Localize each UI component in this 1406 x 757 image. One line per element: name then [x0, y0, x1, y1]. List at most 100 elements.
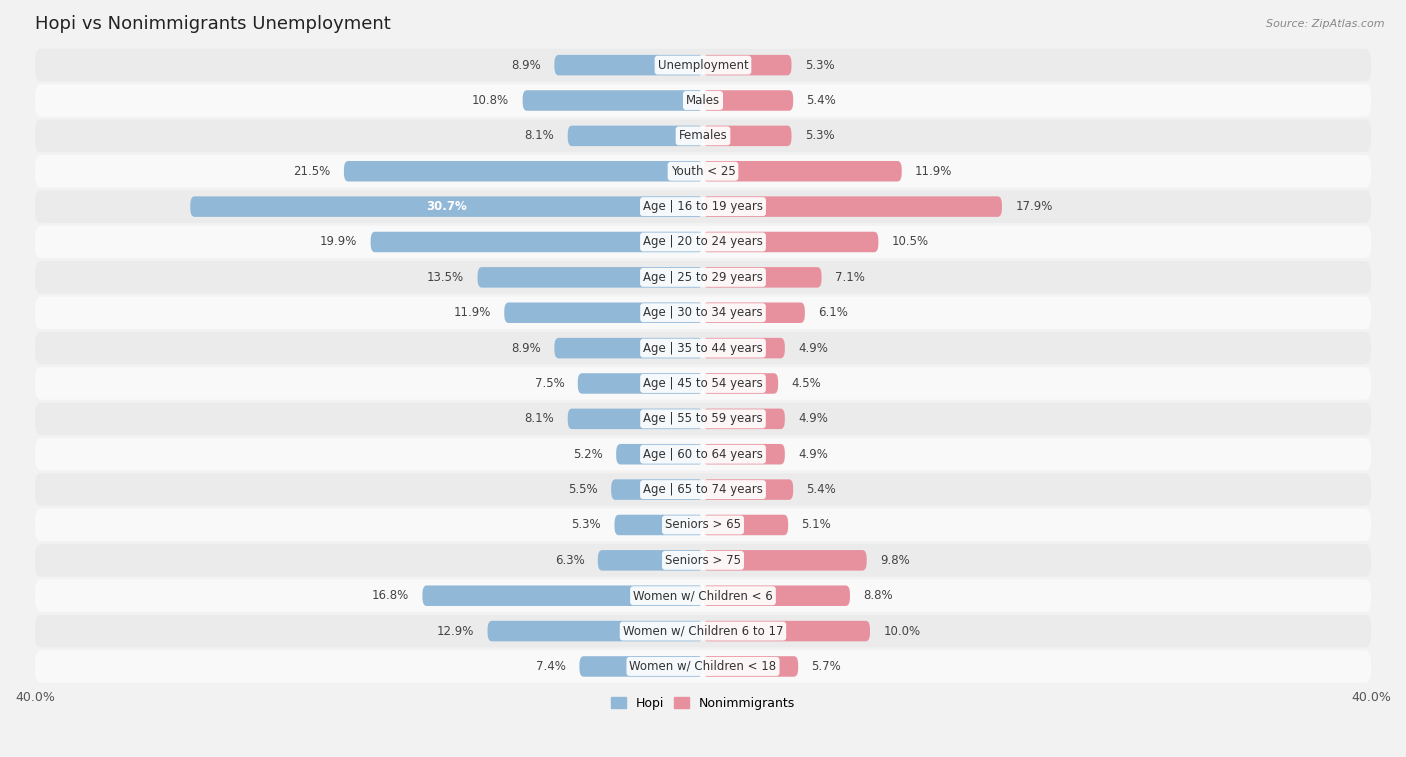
FancyBboxPatch shape [35, 544, 1371, 577]
Text: Age | 45 to 54 years: Age | 45 to 54 years [643, 377, 763, 390]
Text: 11.9%: 11.9% [454, 307, 491, 319]
FancyBboxPatch shape [703, 656, 799, 677]
Text: 7.1%: 7.1% [835, 271, 865, 284]
Text: 12.9%: 12.9% [437, 625, 474, 637]
Text: 5.4%: 5.4% [807, 483, 837, 496]
Text: 6.1%: 6.1% [818, 307, 848, 319]
Text: 13.5%: 13.5% [427, 271, 464, 284]
FancyBboxPatch shape [35, 579, 1371, 612]
Text: 7.4%: 7.4% [536, 660, 567, 673]
Text: Seniors > 65: Seniors > 65 [665, 519, 741, 531]
Text: 21.5%: 21.5% [294, 165, 330, 178]
FancyBboxPatch shape [579, 656, 703, 677]
FancyBboxPatch shape [703, 621, 870, 641]
Text: 19.9%: 19.9% [321, 235, 357, 248]
FancyBboxPatch shape [35, 367, 1371, 400]
Text: 4.9%: 4.9% [799, 413, 828, 425]
FancyBboxPatch shape [35, 261, 1371, 294]
FancyBboxPatch shape [703, 409, 785, 429]
Text: Age | 65 to 74 years: Age | 65 to 74 years [643, 483, 763, 496]
Text: Age | 25 to 29 years: Age | 25 to 29 years [643, 271, 763, 284]
FancyBboxPatch shape [616, 444, 703, 465]
FancyBboxPatch shape [703, 55, 792, 76]
FancyBboxPatch shape [703, 338, 785, 358]
FancyBboxPatch shape [598, 550, 703, 571]
Text: 8.1%: 8.1% [524, 413, 554, 425]
FancyBboxPatch shape [371, 232, 703, 252]
FancyBboxPatch shape [703, 196, 1002, 217]
Text: 17.9%: 17.9% [1015, 200, 1053, 213]
Text: 5.3%: 5.3% [804, 129, 835, 142]
Text: 5.3%: 5.3% [804, 58, 835, 72]
FancyBboxPatch shape [35, 615, 1371, 647]
FancyBboxPatch shape [578, 373, 703, 394]
FancyBboxPatch shape [703, 303, 804, 323]
FancyBboxPatch shape [35, 473, 1371, 506]
Text: 8.8%: 8.8% [863, 589, 893, 603]
Text: 9.8%: 9.8% [880, 554, 910, 567]
Text: 10.0%: 10.0% [883, 625, 921, 637]
FancyBboxPatch shape [568, 409, 703, 429]
FancyBboxPatch shape [703, 232, 879, 252]
FancyBboxPatch shape [35, 84, 1371, 117]
Text: 5.2%: 5.2% [574, 447, 603, 461]
FancyBboxPatch shape [703, 479, 793, 500]
Text: Males: Males [686, 94, 720, 107]
FancyBboxPatch shape [35, 403, 1371, 435]
Text: 4.5%: 4.5% [792, 377, 821, 390]
Text: 11.9%: 11.9% [915, 165, 952, 178]
Text: 30.7%: 30.7% [426, 200, 467, 213]
FancyBboxPatch shape [422, 585, 703, 606]
Text: Youth < 25: Youth < 25 [671, 165, 735, 178]
FancyBboxPatch shape [703, 90, 793, 111]
Text: Age | 60 to 64 years: Age | 60 to 64 years [643, 447, 763, 461]
Text: 4.9%: 4.9% [799, 447, 828, 461]
Text: 5.7%: 5.7% [811, 660, 841, 673]
Text: 10.5%: 10.5% [891, 235, 929, 248]
FancyBboxPatch shape [35, 120, 1371, 152]
FancyBboxPatch shape [703, 373, 778, 394]
Text: Hopi vs Nonimmigrants Unemployment: Hopi vs Nonimmigrants Unemployment [35, 15, 391, 33]
FancyBboxPatch shape [344, 161, 703, 182]
FancyBboxPatch shape [614, 515, 703, 535]
Text: 5.3%: 5.3% [571, 519, 602, 531]
FancyBboxPatch shape [190, 196, 703, 217]
FancyBboxPatch shape [554, 338, 703, 358]
Text: Age | 16 to 19 years: Age | 16 to 19 years [643, 200, 763, 213]
Text: Seniors > 75: Seniors > 75 [665, 554, 741, 567]
FancyBboxPatch shape [35, 297, 1371, 329]
FancyBboxPatch shape [35, 49, 1371, 82]
Text: 7.5%: 7.5% [534, 377, 564, 390]
FancyBboxPatch shape [35, 226, 1371, 258]
Text: Women w/ Children 6 to 17: Women w/ Children 6 to 17 [623, 625, 783, 637]
Text: 10.8%: 10.8% [472, 94, 509, 107]
FancyBboxPatch shape [35, 650, 1371, 683]
Text: Females: Females [679, 129, 727, 142]
FancyBboxPatch shape [35, 155, 1371, 188]
FancyBboxPatch shape [703, 126, 792, 146]
FancyBboxPatch shape [612, 479, 703, 500]
Text: Age | 30 to 34 years: Age | 30 to 34 years [643, 307, 763, 319]
FancyBboxPatch shape [35, 438, 1371, 471]
Text: 8.9%: 8.9% [512, 341, 541, 354]
Text: Women w/ Children < 6: Women w/ Children < 6 [633, 589, 773, 603]
FancyBboxPatch shape [703, 161, 901, 182]
Text: Age | 55 to 59 years: Age | 55 to 59 years [643, 413, 763, 425]
Text: Age | 35 to 44 years: Age | 35 to 44 years [643, 341, 763, 354]
Text: Age | 20 to 24 years: Age | 20 to 24 years [643, 235, 763, 248]
FancyBboxPatch shape [478, 267, 703, 288]
FancyBboxPatch shape [488, 621, 703, 641]
Text: 6.3%: 6.3% [555, 554, 585, 567]
FancyBboxPatch shape [703, 267, 821, 288]
Text: 16.8%: 16.8% [371, 589, 409, 603]
Text: Source: ZipAtlas.com: Source: ZipAtlas.com [1267, 19, 1385, 29]
Text: 4.9%: 4.9% [799, 341, 828, 354]
Text: 8.9%: 8.9% [512, 58, 541, 72]
FancyBboxPatch shape [35, 509, 1371, 541]
FancyBboxPatch shape [505, 303, 703, 323]
FancyBboxPatch shape [703, 585, 851, 606]
FancyBboxPatch shape [703, 550, 866, 571]
Text: 5.1%: 5.1% [801, 519, 831, 531]
FancyBboxPatch shape [35, 332, 1371, 364]
Text: 5.5%: 5.5% [568, 483, 598, 496]
